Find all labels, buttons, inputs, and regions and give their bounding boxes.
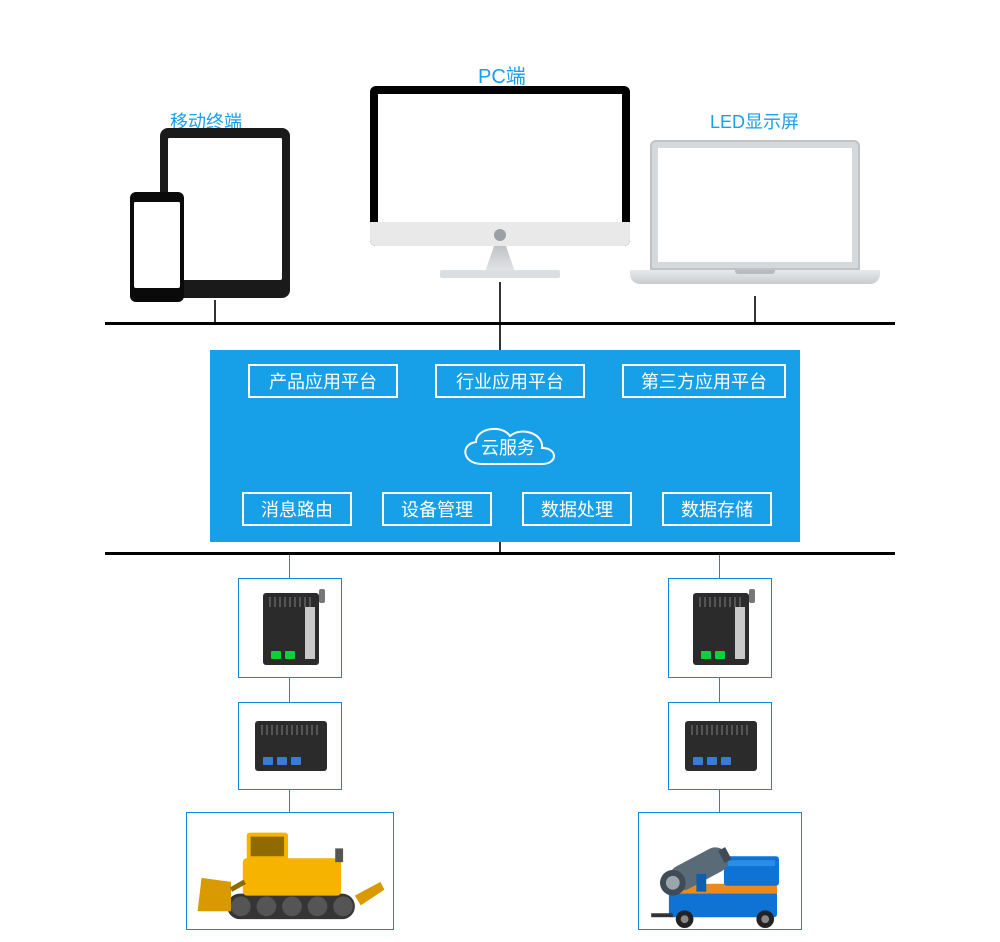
connector-led bbox=[754, 296, 756, 322]
cloud-service-label: 云服务 bbox=[481, 434, 535, 460]
data-process-button: 数据处理 bbox=[522, 492, 632, 526]
architecture-diagram: 移动终端 PC端 LED显示屏 bbox=[0, 0, 1000, 942]
cloud-platform-box: 产品应用平台 行业应用平台 第三方应用平台 云服务 消息路由 设备管理 数据处理… bbox=[210, 350, 800, 542]
left-link-2 bbox=[289, 790, 290, 812]
right-gateway-box bbox=[668, 578, 772, 678]
left-plc-box bbox=[238, 702, 342, 790]
connector-pc bbox=[499, 282, 501, 322]
connector-mobile bbox=[214, 300, 216, 322]
msg-routing-button: 消息路由 bbox=[242, 492, 352, 526]
connector-cloud-bus bbox=[499, 542, 501, 552]
cloud-service-bubble: 云服务 bbox=[452, 420, 564, 474]
data-storage-button: 数据存储 bbox=[662, 492, 772, 526]
plc-device-icon bbox=[255, 721, 327, 771]
left-link-1 bbox=[289, 678, 290, 702]
product-platform-button: 产品应用平台 bbox=[248, 364, 398, 398]
gateway-device-icon bbox=[693, 593, 749, 665]
device-mgmt-button: 设备管理 bbox=[382, 492, 492, 526]
label-pc: PC端 bbox=[478, 60, 526, 89]
left-gateway-box bbox=[238, 578, 342, 678]
gateway-device-icon bbox=[263, 593, 319, 665]
left-machine-box bbox=[186, 812, 394, 930]
left-bus-link bbox=[289, 555, 290, 578]
thirdparty-platform-button: 第三方应用平台 bbox=[622, 364, 786, 398]
plc-device-icon bbox=[685, 721, 757, 771]
right-plc-box bbox=[668, 702, 772, 790]
bottom-bus-line bbox=[105, 552, 895, 555]
label-led: LED显示屏 bbox=[710, 108, 799, 134]
industry-platform-button: 行业应用平台 bbox=[435, 364, 585, 398]
right-bus-link bbox=[719, 555, 720, 578]
fog-cannon-icon bbox=[639, 813, 801, 929]
bulldozer-icon bbox=[187, 813, 393, 929]
connector-bus-cloud bbox=[499, 325, 501, 350]
led-device-icon bbox=[630, 140, 880, 300]
right-link-1 bbox=[719, 678, 720, 702]
right-machine-box bbox=[638, 812, 802, 930]
pc-device-icon bbox=[370, 86, 630, 281]
mobile-device-icon bbox=[130, 128, 300, 308]
right-link-2 bbox=[719, 790, 720, 812]
